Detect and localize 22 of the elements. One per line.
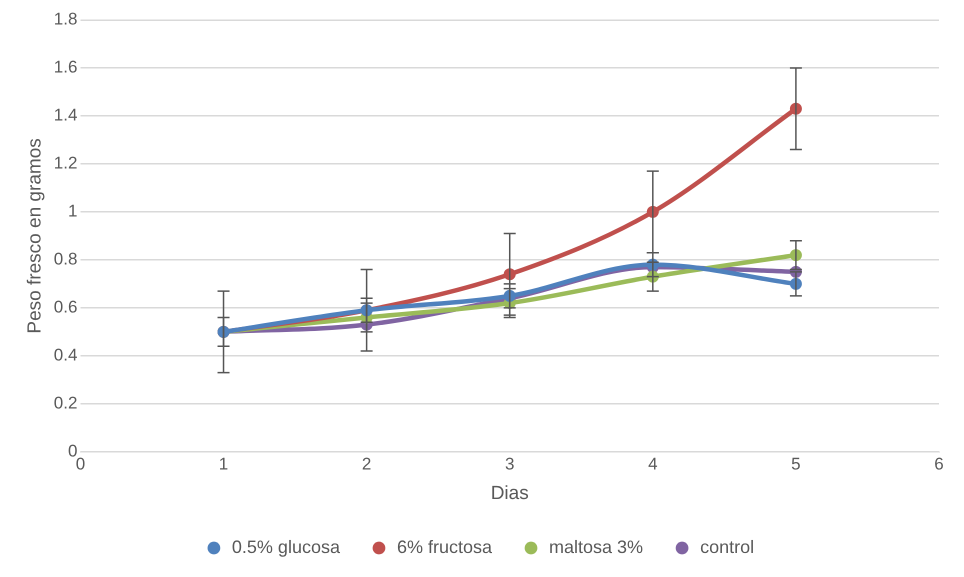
y-tick-label: 0.2 [54, 394, 78, 413]
y-tick-label: 1.4 [54, 106, 78, 125]
x-tick-label: 5 [791, 454, 801, 474]
x-tick-label: 4 [648, 454, 658, 474]
y-tick-label: 1 [68, 202, 78, 221]
legend-label: 6% fructosa [396, 536, 494, 557]
x-tick-label: 6 [934, 454, 944, 474]
y-tick-label: 1.6 [54, 58, 78, 77]
legend-label: maltosa 3% [549, 536, 644, 557]
y-tick-label: 0.8 [54, 250, 78, 269]
x-tick-label: 2 [362, 454, 372, 474]
y-tick-label: 0.4 [54, 346, 78, 365]
y-tick-label: 1.2 [54, 154, 78, 173]
legend-label: control [700, 536, 754, 557]
y-tick-label: 0.6 [54, 298, 78, 317]
y-tick-label: 0 [68, 441, 78, 460]
legend-label: 0.5% glucosa [232, 536, 341, 557]
y-tick-label: 1.8 [54, 10, 78, 29]
x-tick-label: 3 [504, 454, 514, 474]
x-tick-label: 1 [218, 454, 228, 474]
x-axis-title: Dias [490, 482, 529, 504]
y-axis-title: Peso fresco en gramos [24, 138, 46, 334]
